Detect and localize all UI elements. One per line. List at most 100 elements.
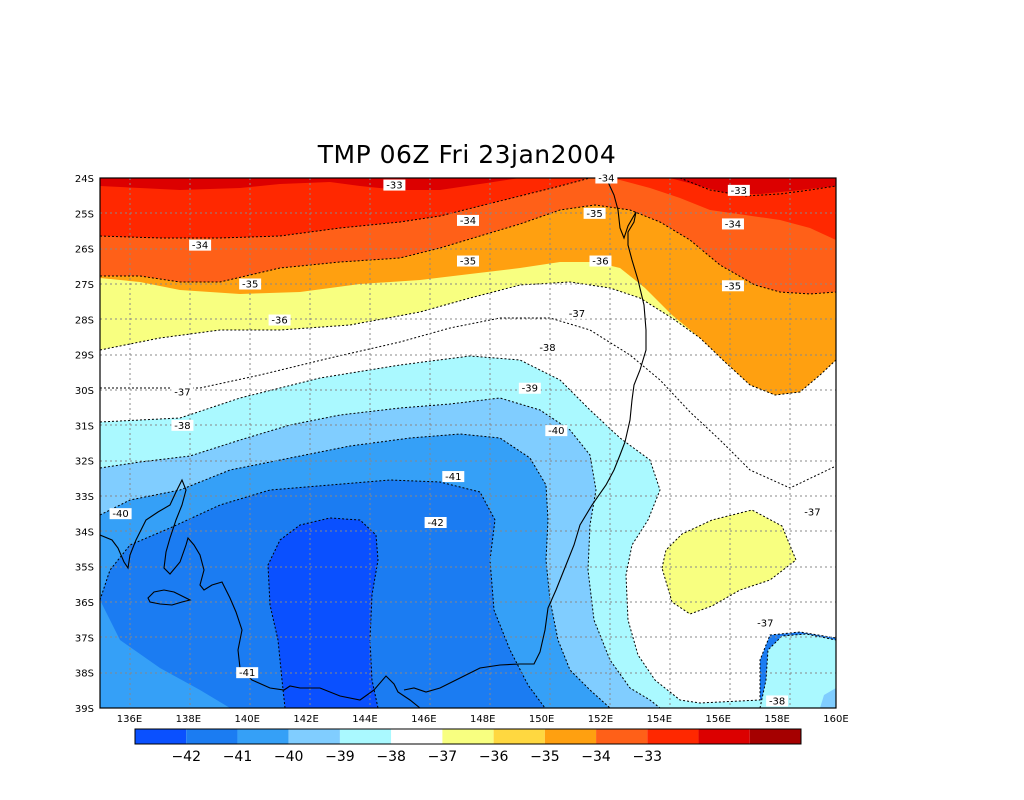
colorbar-tick-label: −37: [428, 749, 458, 765]
band-top-red2: [100, 178, 836, 194]
contour-label-bg: [457, 255, 479, 267]
lon-tick-label: 144E: [352, 714, 377, 725]
map-title: TMP 06Z Fri 23jan2004: [317, 140, 617, 169]
contour-label: -42: [427, 518, 443, 529]
colorbar-tick-label: −36: [479, 749, 509, 765]
latitude-axis: 24S 25S 26S 27S 28S 29S 30S 31S 32S 33S 34S 35S 36S 3…: [75, 174, 94, 715]
contour-label-bg: [236, 667, 259, 679]
contour-label-bg: [536, 342, 559, 354]
lon-tick-label: 152E: [588, 714, 613, 725]
band-se-minus38: [760, 634, 836, 708]
colorbar: [134, 728, 802, 745]
lon-tick-label: 146E: [411, 714, 436, 725]
contour-label-bg: [189, 239, 212, 251]
contour-label: -33: [386, 181, 402, 192]
contour-label: -37: [174, 387, 190, 398]
contour-labels: -33 -33 -34 -34 -34 -34 -35 -35 -35 -35 -36 -36 -37 -…: [109, 172, 824, 707]
lon-tick-label: 150E: [529, 714, 554, 725]
lat-tick-label: 27S: [75, 280, 94, 291]
contour-label-bg: [457, 214, 479, 226]
colorbar-swatch: [596, 729, 648, 744]
colorbar-tick-label: −33: [633, 749, 663, 765]
contour-label-bg: [583, 207, 606, 219]
colorbar-swatch: [186, 729, 238, 744]
contour-label: -34: [192, 241, 208, 252]
lat-tick-label: 26S: [75, 245, 94, 256]
contour-label: -39: [522, 384, 538, 395]
colorbar-tick-label: −40: [274, 749, 304, 765]
contour-label: -34: [725, 219, 741, 230]
colorbar-tick-label: −42: [171, 749, 201, 765]
contour-label-bg: [589, 255, 612, 267]
island-minus37: [662, 510, 796, 614]
gridlines: [100, 178, 836, 708]
colorbar-swatch: [698, 729, 750, 744]
lon-tick-label: 160E: [823, 714, 848, 725]
lat-tick-label: 32S: [75, 457, 94, 468]
contour-label-bg: [801, 506, 824, 518]
lat-tick-label: 25S: [75, 209, 94, 220]
plot-frame: [99, 177, 837, 709]
contour-label: -33: [731, 186, 747, 197]
colorbar-frame: [134, 728, 802, 745]
colorbar-swatch: [391, 729, 443, 744]
contour-label: -37: [569, 309, 585, 320]
lat-tick-label: 35S: [75, 563, 94, 574]
contour-label: -40: [548, 426, 564, 437]
contour-label-bg: [442, 471, 465, 483]
colorbar-swatch: [237, 729, 289, 744]
lon-tick-label: 148E: [470, 714, 495, 725]
colorbar-tick-label: −35: [530, 749, 560, 765]
lon-tick-label: 136E: [117, 714, 142, 725]
contour-label-bg: [171, 386, 194, 398]
contour-label-bg: [109, 508, 132, 520]
lon-tick-label: 140E: [234, 714, 259, 725]
lon-tick-label: 156E: [706, 714, 731, 725]
contour-label-bg: [727, 184, 750, 196]
contour-label-bg: [721, 280, 744, 292]
filled-contours: [100, 178, 836, 708]
contour-label-bg: [595, 172, 618, 184]
contour-label-bg: [545, 425, 568, 437]
contour-label: -37: [804, 507, 820, 518]
contour-label-bg: [754, 617, 777, 629]
contour-label: -35: [242, 280, 258, 291]
colorbar-swatch: [288, 729, 340, 744]
colorbar-swatch: [442, 729, 494, 744]
contour-label-bg: [518, 382, 541, 394]
contour-label-bg: [268, 314, 291, 326]
contour-label: -36: [271, 316, 287, 327]
lon-tick-label: 142E: [293, 714, 318, 725]
colorbar-tick-label: −41: [223, 749, 253, 765]
contour-label: -40: [112, 509, 128, 520]
contour-label: -41: [239, 668, 255, 679]
colorbar-tick-label: −34: [581, 749, 611, 765]
contour-label: -38: [174, 421, 190, 432]
colorbar-swatch: [135, 729, 187, 744]
contour-label-bg: [239, 278, 262, 290]
lat-tick-label: 31S: [75, 421, 94, 432]
colorbar-tick-label: −39: [325, 749, 355, 765]
longitude-axis: 136E 138E 140E 142E 144E 146E 148E 150E 152E 154E…: [117, 714, 849, 725]
lat-tick-label: 36S: [75, 598, 94, 609]
contour-label: -35: [460, 257, 476, 268]
lat-tick-label: 38S: [75, 669, 94, 680]
contour-label: -37: [757, 619, 773, 630]
lat-tick-label: 28S: [75, 315, 94, 326]
contour-label-bg: [171, 419, 194, 431]
lon-tick-label: 138E: [176, 714, 201, 725]
band-se-minus39: [820, 688, 836, 708]
contour-label: -35: [725, 281, 741, 292]
colorbar-swatch: [749, 729, 801, 744]
colorbar-labels: −42 −41 −40 −39 −38 −37 −36 −35 −34 −33: [171, 749, 662, 765]
colorbar-swatch: [493, 729, 545, 744]
lon-tick-label: 154E: [647, 714, 672, 725]
contour-label-bg: [424, 517, 447, 528]
contour-label: -36: [592, 257, 608, 268]
contour-label-bg: [721, 218, 744, 230]
lat-tick-label: 30S: [75, 386, 94, 397]
contour-label: -34: [460, 216, 476, 227]
contour-label: -41: [445, 472, 461, 483]
contour-label: -35: [586, 209, 602, 220]
